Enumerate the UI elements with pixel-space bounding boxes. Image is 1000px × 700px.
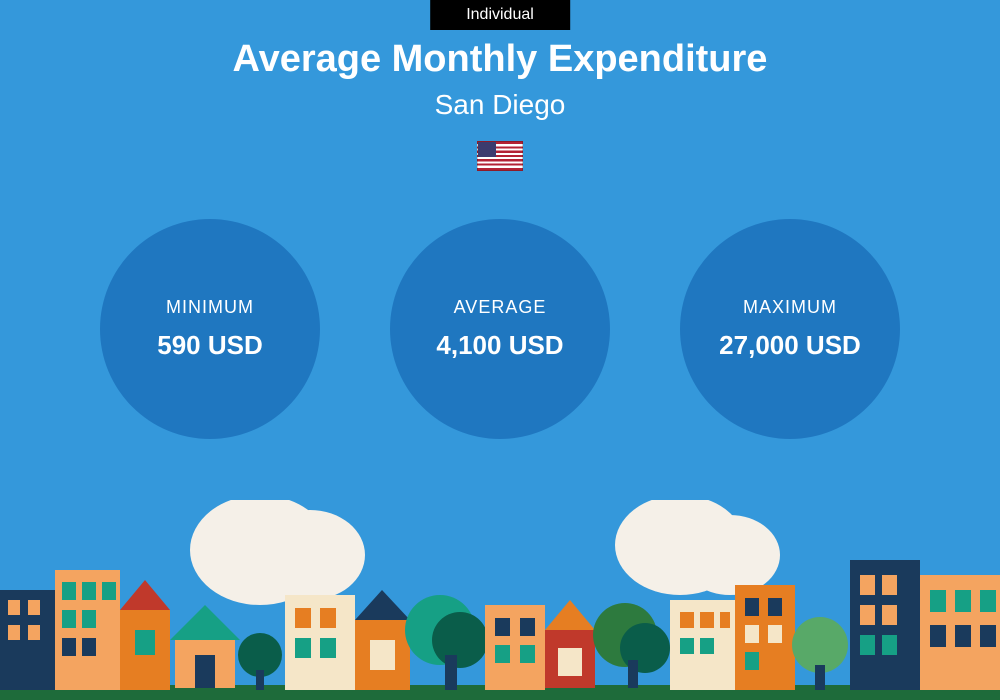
stat-value: 27,000 USD bbox=[719, 330, 861, 361]
stat-circle-average: AVERAGE 4,100 USD bbox=[390, 219, 610, 439]
page-title: Average Monthly Expenditure bbox=[0, 38, 1000, 81]
category-tab[interactable]: Individual bbox=[430, 0, 570, 30]
city-name: San Diego bbox=[0, 89, 1000, 121]
stat-value: 590 USD bbox=[157, 330, 263, 361]
stat-circle-minimum: MINIMUM 590 USD bbox=[100, 219, 320, 439]
tab-label: Individual bbox=[466, 6, 534, 23]
stat-label: MAXIMUM bbox=[743, 297, 837, 318]
cityscape-illustration bbox=[0, 500, 1000, 700]
usa-flag-icon bbox=[477, 141, 523, 171]
stat-label: MINIMUM bbox=[166, 297, 254, 318]
stats-container: MINIMUM 590 USD AVERAGE 4,100 USD MAXIMU… bbox=[0, 219, 1000, 439]
stat-circle-maximum: MAXIMUM 27,000 USD bbox=[680, 219, 900, 439]
stat-label: AVERAGE bbox=[454, 297, 547, 318]
stat-value: 4,100 USD bbox=[436, 330, 563, 361]
